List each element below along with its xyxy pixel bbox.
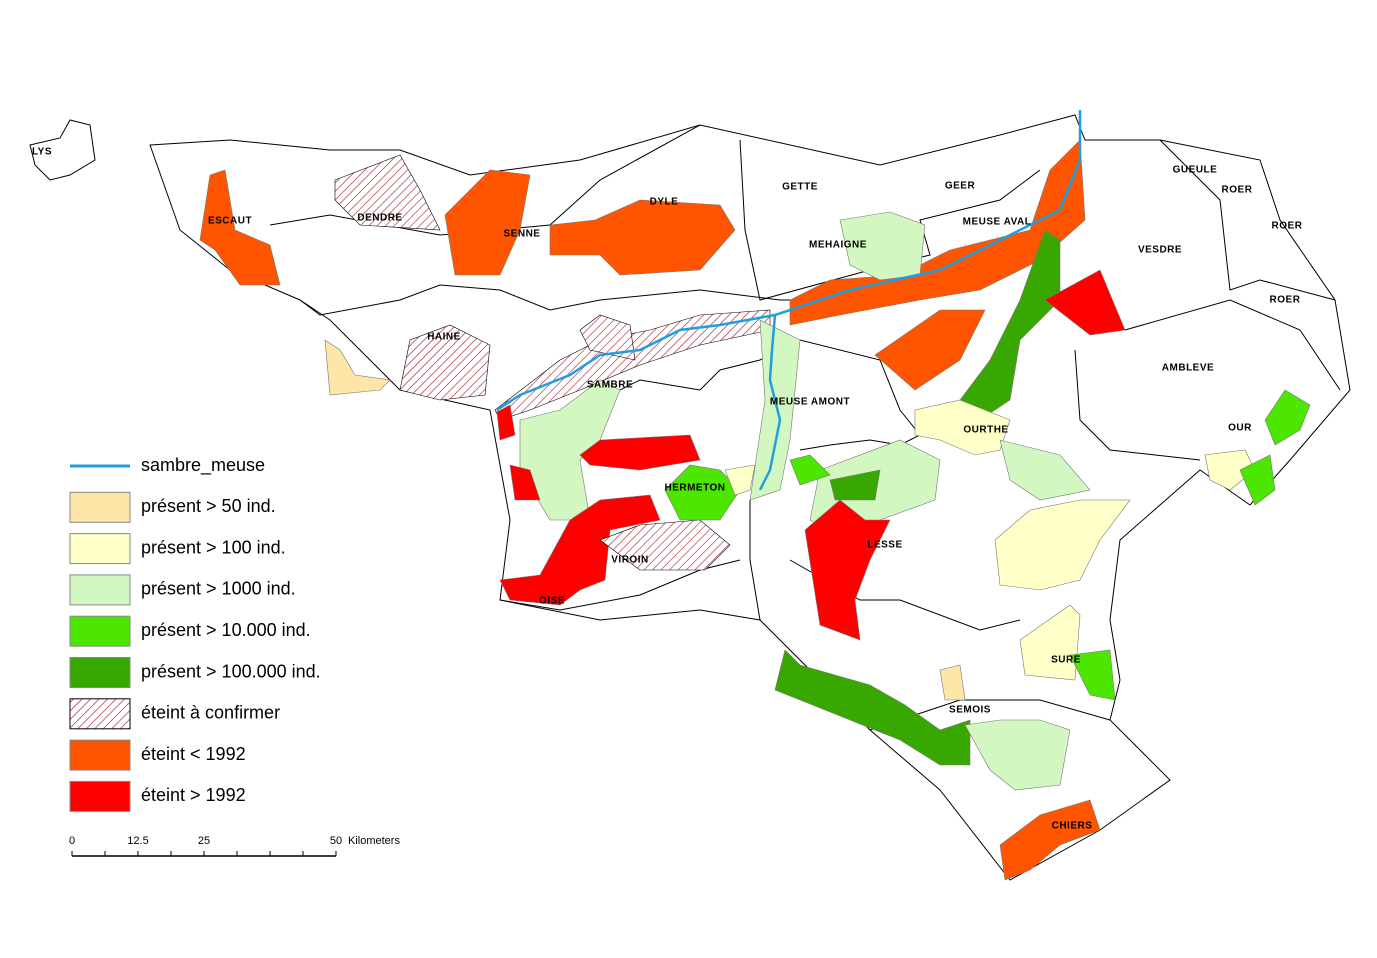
region-label: GETTE [782, 182, 818, 193]
boundary [699, 339, 921, 451]
boundary [1124, 299, 1341, 391]
patch [1204, 449, 1256, 491]
region-label: DENDRE [357, 213, 402, 224]
region-label: OUR [1228, 423, 1252, 434]
region-label: MEHAIGNE [809, 240, 867, 251]
legend-label: éteint < 1992 [141, 744, 246, 764]
region-label: GUEULE [1173, 165, 1218, 176]
patch [399, 324, 491, 401]
patch [509, 464, 541, 501]
patch [749, 319, 801, 501]
region-label: SENNE [504, 229, 541, 240]
region-label: SURE [1051, 655, 1081, 666]
legend-label: sambre_meuse [141, 455, 265, 476]
legend-swatch [69, 533, 131, 565]
region-label: ESCAUT [208, 216, 252, 227]
patch [1019, 604, 1081, 681]
patch [724, 464, 756, 496]
river [758, 314, 782, 491]
patch [579, 314, 636, 361]
legend-label: présent > 10.000 ind. [141, 620, 311, 640]
scale-label: 0 [69, 835, 75, 847]
legend-swatch [69, 780, 131, 812]
patch [499, 494, 661, 606]
patch [829, 469, 881, 501]
legend-label: présent > 100 ind. [141, 537, 286, 557]
patch [959, 229, 1061, 421]
outline [149, 114, 1351, 881]
patch [549, 199, 736, 276]
region-label: LESSE [867, 540, 902, 551]
boundary [1159, 139, 1336, 301]
legend: sambre_meuse présent > 50 ind. présent > 1… [69, 455, 321, 812]
patch [1044, 269, 1126, 336]
patch [1069, 649, 1116, 701]
patch [494, 309, 771, 421]
patch [1239, 454, 1276, 506]
patch [994, 499, 1131, 591]
patch [599, 519, 731, 571]
patch [774, 649, 971, 766]
region-label: ROER [1272, 221, 1303, 232]
legend-label: présent > 1000 ind. [141, 579, 296, 599]
region-label: LYS [32, 147, 52, 158]
boundary [499, 559, 741, 611]
region-label: CHIERS [1052, 821, 1093, 832]
patch [444, 169, 531, 276]
patch [324, 339, 391, 396]
scale-label: 50 [330, 835, 342, 847]
boundary [749, 500, 761, 621]
patch [914, 399, 1011, 456]
patch [199, 169, 281, 286]
legend-swatch [69, 574, 131, 606]
scale-label: 12.5 [127, 835, 148, 847]
region-label: VIROIN [611, 555, 648, 566]
patch [334, 154, 441, 231]
legend-swatch [69, 698, 131, 730]
legend-swatch [69, 739, 131, 771]
patch [999, 439, 1091, 501]
patch [939, 664, 966, 701]
region-label: DYLE [650, 197, 679, 208]
legend-label: éteint à confirmer [141, 703, 280, 723]
region-label: GEER [945, 181, 976, 192]
region-label: SEMOIS [949, 705, 991, 716]
region-label: MEUSE AMONT [770, 397, 850, 408]
patch [804, 499, 891, 641]
region-label: AMBLEVE [1162, 363, 1214, 374]
river [496, 110, 1082, 412]
region-label: MEUSE AVAL [963, 217, 1032, 228]
patch [579, 434, 701, 471]
patch [999, 799, 1101, 881]
region-label: SAMBRE [587, 380, 633, 391]
scale-label: 25 [198, 835, 210, 847]
scale-unit: Kilometers [348, 835, 400, 847]
patch [496, 404, 516, 441]
region-label: VESDRE [1138, 245, 1182, 256]
patch [874, 309, 986, 391]
region-label: ROER [1222, 185, 1253, 196]
patch [1264, 389, 1311, 446]
patch [789, 454, 831, 486]
legend-label: présent > 100.000 ind. [141, 661, 321, 681]
legend-label: éteint > 1992 [141, 785, 246, 805]
outline [29, 119, 96, 181]
region-label: HERMETON [664, 483, 725, 494]
legend-label: présent > 50 ind. [141, 496, 276, 516]
scale-bar: 0 12.5 25 50 Kilometers [69, 835, 400, 857]
boundary [299, 284, 800, 316]
region-labels: LYS ESCAUT DENDRE SENNE DYLE GETTE GEER GUEULE R… [32, 147, 1303, 832]
legend-swatch [69, 491, 131, 523]
boundary [1074, 349, 1201, 461]
patches [199, 139, 1311, 881]
region-label: HAINE [427, 332, 461, 343]
legend-swatch [69, 615, 131, 647]
region-label: OISE [539, 596, 565, 607]
region-label: ROER [1270, 295, 1301, 306]
region-label: OURTHE [963, 425, 1008, 436]
legend-swatch [69, 657, 131, 688]
patch [964, 719, 1071, 791]
